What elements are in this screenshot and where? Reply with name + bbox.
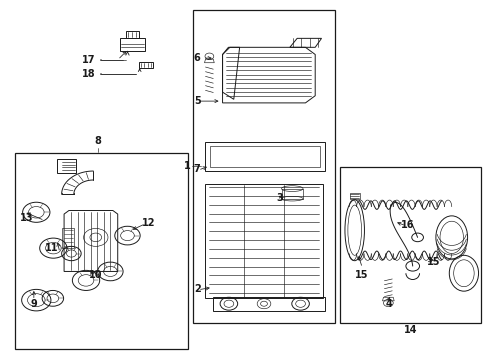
Text: 16: 16 [400,220,413,230]
Text: 15: 15 [354,270,367,280]
Text: 7: 7 [193,164,200,174]
Text: 2: 2 [193,284,200,294]
Text: 13: 13 [20,213,34,222]
Text: 5: 5 [193,96,200,106]
Text: 8: 8 [95,136,102,146]
Text: 10: 10 [89,270,102,280]
Text: 18: 18 [82,69,96,79]
Text: 12: 12 [142,218,155,228]
Text: 17: 17 [82,55,96,65]
Text: 9: 9 [30,299,37,309]
Text: 6: 6 [193,53,200,63]
Text: 1: 1 [184,161,190,171]
Text: 4: 4 [385,299,392,309]
Text: 14: 14 [403,325,416,335]
Text: 15: 15 [427,257,440,267]
Text: 3: 3 [276,193,283,203]
Text: 11: 11 [45,243,59,253]
